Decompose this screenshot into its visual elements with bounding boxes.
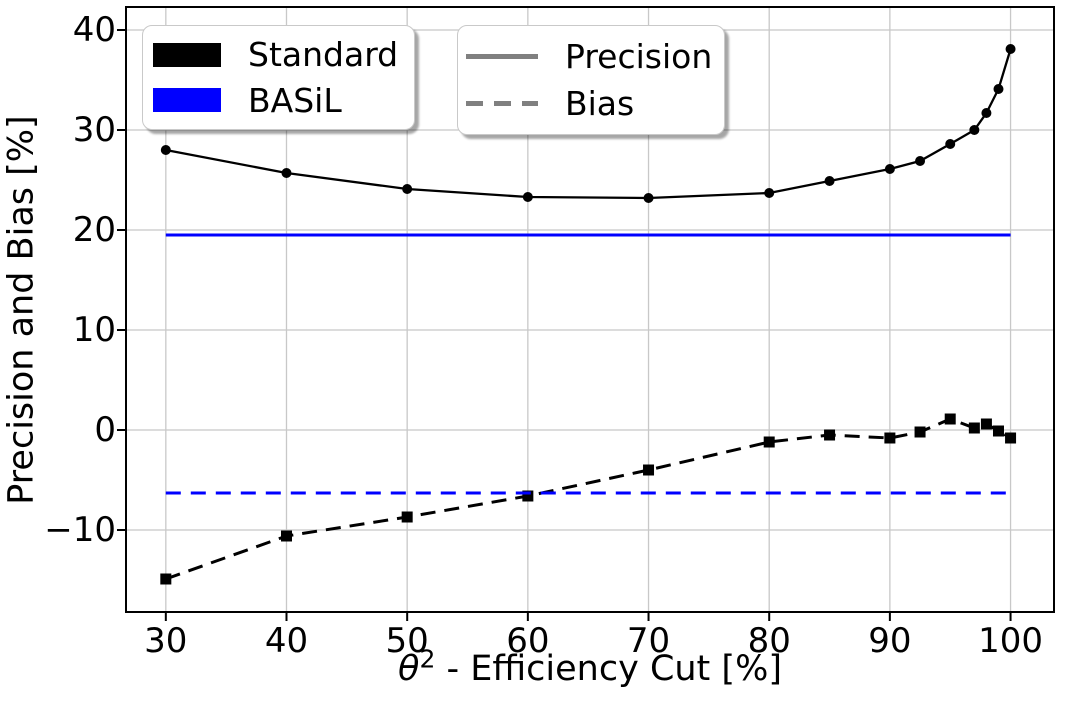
axes-frame xyxy=(125,6,1055,613)
standard-precision-marker xyxy=(981,108,992,118)
standard-bias-marker xyxy=(944,413,956,425)
y-tick-label: 30 xyxy=(72,110,116,150)
standard-bias-marker xyxy=(992,425,1004,437)
x-tick-label: 60 xyxy=(506,621,550,661)
x-tick-label: 30 xyxy=(144,621,188,661)
standard-bias-marker xyxy=(763,436,775,448)
standard-bias-marker xyxy=(884,432,896,444)
standard-precision-marker xyxy=(969,125,980,135)
legend-label-basil: BASiL xyxy=(248,80,342,120)
standard-precision-marker xyxy=(160,145,171,155)
dashed-line-sample xyxy=(466,101,538,106)
solid-line-sample xyxy=(466,54,538,59)
standard-precision-marker xyxy=(824,176,835,186)
standard-precision-marker xyxy=(643,193,654,203)
standard-bias-marker xyxy=(824,429,836,441)
y-tick-label: 0 xyxy=(94,410,116,450)
standard-precision-marker xyxy=(1005,44,1016,54)
legend-item-basil: BASiL xyxy=(153,84,414,117)
standard-bias-marker xyxy=(643,464,655,476)
standard-bias-marker xyxy=(522,490,534,502)
standard-color-swatch xyxy=(153,42,221,67)
theta-exponent: 2 xyxy=(419,644,436,674)
x-tick-label: 70 xyxy=(626,621,671,661)
legend-datasets: Standard BASiL xyxy=(142,25,415,130)
x-tick-label: 90 xyxy=(868,621,912,661)
standard-precision-marker xyxy=(522,192,533,202)
y-tick-label: 10 xyxy=(72,310,116,350)
x-tick-label: 40 xyxy=(264,621,309,661)
x-axis-label-text: - Efficiency Cut [%] xyxy=(435,649,782,689)
legend-label-standard: Standard xyxy=(248,35,399,75)
standard-precision-marker xyxy=(281,168,292,178)
standard-bias-marker xyxy=(980,418,992,430)
standard-bias-line xyxy=(165,417,1012,581)
legend-item-precision: Precision xyxy=(466,40,724,73)
standard-precision-marker xyxy=(945,139,956,149)
y-tick-label: 20 xyxy=(72,210,116,250)
legend-item-standard: Standard xyxy=(153,38,414,71)
y-tick-label: −10 xyxy=(44,510,116,550)
legend-linestyles: Precision Bias xyxy=(457,25,725,135)
legend-item-bias: Bias xyxy=(466,87,724,120)
standard-precision-marker xyxy=(993,84,1004,94)
basil-color-swatch xyxy=(153,88,221,113)
legend-label-precision: Precision xyxy=(565,37,713,76)
y-axis-label: Precision and Bias [%] xyxy=(1,115,42,505)
y-tick-label: 40 xyxy=(72,10,116,50)
x-axis-label: θ2 - Efficiency Cut [%] xyxy=(398,646,782,689)
standard-bias-marker xyxy=(401,511,413,523)
x-tick-label: 80 xyxy=(747,621,791,661)
standard-bias-marker xyxy=(914,426,926,438)
standard-bias-marker xyxy=(1005,432,1017,444)
standard-precision-marker xyxy=(915,156,926,166)
theta-symbol: θ xyxy=(398,649,420,689)
standard-bias-marker xyxy=(280,530,292,542)
standard-precision-marker xyxy=(402,184,413,194)
x-tick-label: 100 xyxy=(978,621,1043,661)
standard-precision-marker xyxy=(884,164,895,174)
standard-bias-marker xyxy=(968,422,980,434)
standard-bias-marker xyxy=(160,573,172,585)
legend-label-bias: Bias xyxy=(565,84,635,123)
standard-precision-marker xyxy=(764,188,775,198)
x-tick-label: 50 xyxy=(385,621,429,661)
